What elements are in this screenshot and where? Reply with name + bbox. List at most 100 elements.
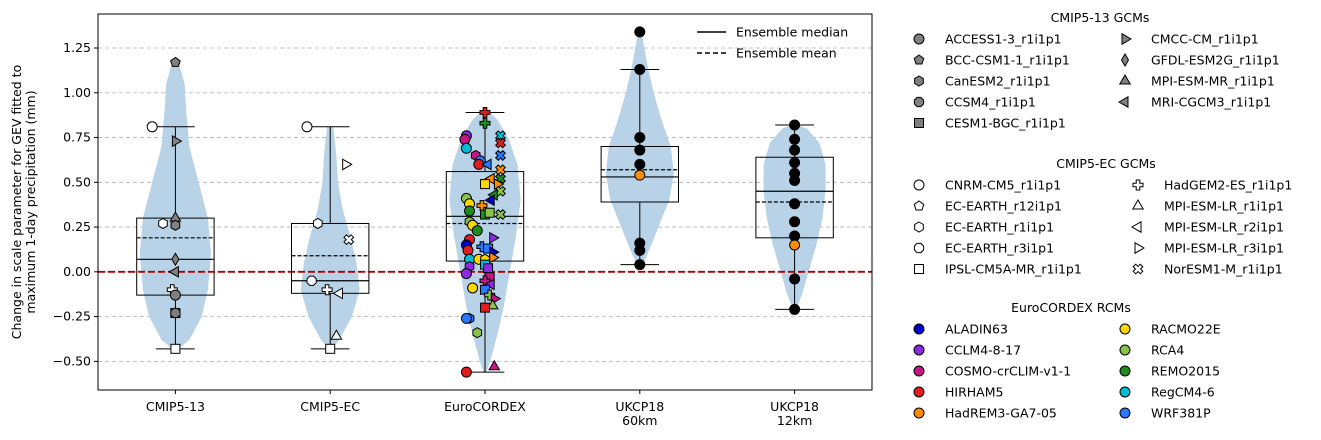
data-point <box>789 239 801 251</box>
legend-entry-label: CMCC-CM_r1i1p1 <box>1151 32 1259 47</box>
legend-entry-label: MPI-ESM-LR_r2i1p1 <box>1164 220 1284 235</box>
legend-entry-label: EC-EARTH_r3i1p1 <box>945 241 1054 256</box>
y-tick-label: 0.25 <box>63 219 91 234</box>
data-point <box>312 217 323 230</box>
data-point <box>479 117 491 129</box>
data-point <box>494 149 506 161</box>
legend-marker <box>913 386 925 398</box>
legend-marker <box>1118 74 1132 85</box>
data-point <box>634 244 646 256</box>
legend-entry-label: HIRHAM5 <box>945 385 1003 400</box>
legend-entry-label: HadGEM2-ES_r1i1p1 <box>1164 178 1292 193</box>
legend-entry-label: MPI-ESM-LR_r3i1p1 <box>1164 241 1284 256</box>
data-point <box>158 217 168 230</box>
data-point <box>489 251 500 264</box>
legend-entry-label: EC-EARTH_r12i1p1 <box>945 199 1062 214</box>
data-point <box>634 132 646 144</box>
legend-marker <box>1131 199 1145 210</box>
data-point <box>170 307 181 319</box>
legend-group-title: CMIP5-EC GCMs <box>1056 156 1156 171</box>
legend-entry-label: MPI-ESM-LR_r1i1p1 <box>1164 199 1284 214</box>
data-point <box>484 207 495 218</box>
x-tick-label: CMIP5-13 <box>146 399 205 414</box>
data-point <box>789 133 801 145</box>
data-point <box>170 56 181 67</box>
data-point <box>634 169 646 181</box>
legend-marker <box>913 200 925 211</box>
axes: −0.50 −0.25 0.00 0.25 0.50 0.75 1.00 1.25 Change… <box>9 40 819 428</box>
data-point <box>171 252 180 267</box>
data-point <box>464 205 476 217</box>
y-tick-label: 0.00 <box>63 264 91 279</box>
data-point <box>489 231 500 244</box>
legend-entry-label: MRI-CGCM3_r1i1p1 <box>1151 95 1271 110</box>
y-tick-label: 1.25 <box>63 40 91 55</box>
legend-marker <box>913 344 925 356</box>
data-point <box>169 289 181 301</box>
legend-group-title: CMIP5-13 GCMs <box>1051 10 1150 25</box>
data-point <box>342 158 353 171</box>
legend-marker <box>1120 53 1130 67</box>
legend-entry-label: WRF381P <box>1151 406 1211 421</box>
legend-entry-label: RACMO22E <box>1151 322 1221 337</box>
data-point <box>460 268 472 280</box>
legend-marker <box>914 75 924 87</box>
data-point <box>321 284 333 296</box>
legend-entry-label: NorESM1-M_r1i1p1 <box>1164 262 1283 277</box>
legend-entry-label: CCSM4_r1i1p1 <box>945 95 1036 110</box>
legend-entry-label: EC-EARTH_r1i1p1 <box>945 220 1054 235</box>
legend-entry-label: CESM1-BGC_r1i1p1 <box>945 116 1066 131</box>
x-tick-label: 60km <box>622 413 657 428</box>
legend-marker <box>913 323 925 335</box>
data-point <box>634 144 646 156</box>
data-point <box>471 225 483 237</box>
legend-marker <box>1119 386 1131 398</box>
data-point <box>301 121 313 133</box>
data-point <box>330 329 343 340</box>
legend-entry-label: HadREM3-GA7-05 <box>945 406 1057 421</box>
data-point <box>486 298 499 310</box>
legend-entry-label: RCA4 <box>1151 343 1184 358</box>
data-point <box>789 303 801 315</box>
legend-marker <box>913 96 925 108</box>
data-point <box>789 144 801 156</box>
model-legend: CMIP5-13 GCMs ACCESS1-3_r1i1p1 BCC-CSM1-1_… <box>913 10 1292 421</box>
data-point <box>481 158 492 171</box>
legend-marker <box>914 264 924 274</box>
data-point <box>460 142 472 154</box>
data-point <box>472 327 483 339</box>
legend-marker <box>1118 95 1129 109</box>
legend-marker <box>1131 220 1142 234</box>
data-point <box>332 287 343 300</box>
model-points <box>146 26 801 378</box>
legend-marker <box>913 242 925 254</box>
data-point <box>789 216 801 228</box>
data-point <box>306 275 317 286</box>
data-point <box>789 175 801 187</box>
legend-marker <box>1134 241 1145 255</box>
x-tick-label: 12km <box>777 413 812 428</box>
data-point <box>459 133 471 145</box>
y-axis-label: maximum 1-day precipitation (mm) <box>23 90 38 313</box>
legend-marker <box>1119 407 1131 419</box>
data-point <box>480 302 490 313</box>
legend-entry-label: ACCESS1-3_r1i1p1 <box>945 32 1062 47</box>
y-tick-label: −0.25 <box>53 309 91 324</box>
y-axis-label: Change in scale parameter for GEV fitted… <box>9 65 24 339</box>
data-point <box>168 265 179 278</box>
data-point <box>494 209 506 221</box>
legend-entry-label: RegCM4-6 <box>1151 385 1215 400</box>
y-tick-label: 1.00 <box>63 85 91 100</box>
data-point <box>483 263 494 274</box>
data-point <box>789 157 801 169</box>
data-point <box>460 312 472 324</box>
y-tick-label: 0.75 <box>63 130 91 145</box>
legend-entry-label: CCLM4-8-17 <box>945 343 1021 358</box>
legend-marker <box>913 179 925 191</box>
legend-marker <box>913 407 925 419</box>
y-tick-label: −0.50 <box>53 353 91 368</box>
data-point <box>325 343 336 354</box>
data-point <box>467 282 479 294</box>
legend-entry-label: COSMO-crCLIM-v1-1 <box>945 364 1071 379</box>
x-tick-label: CMIP5-EC <box>300 399 360 414</box>
